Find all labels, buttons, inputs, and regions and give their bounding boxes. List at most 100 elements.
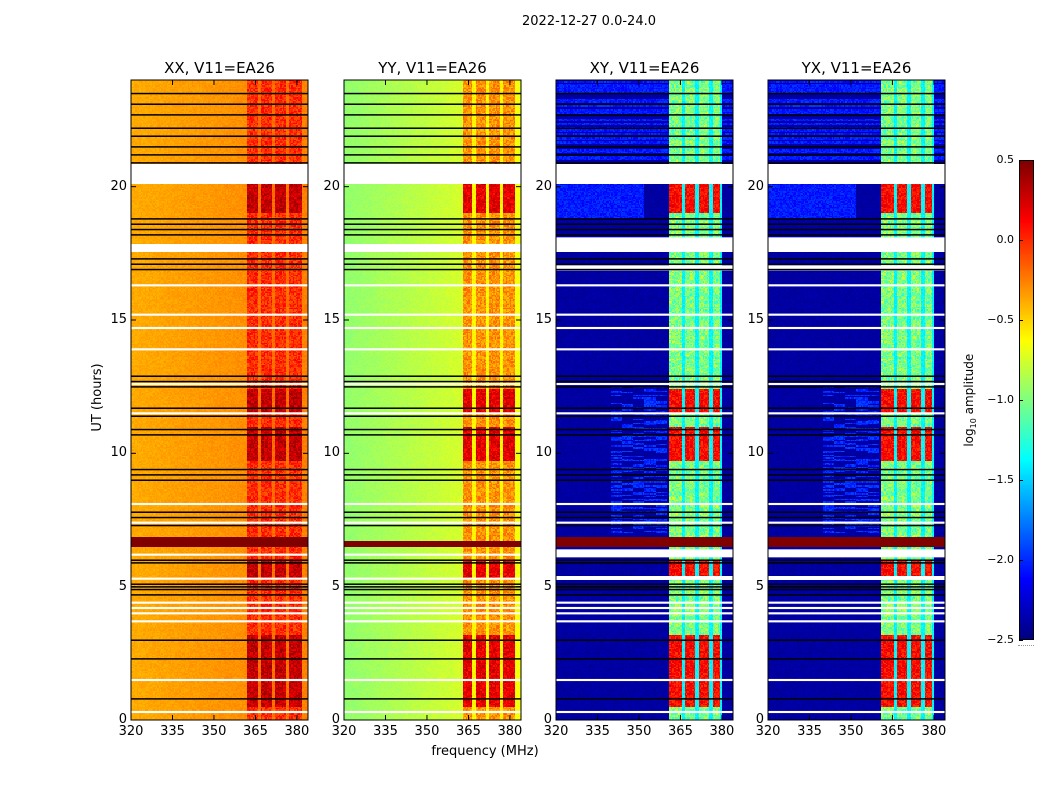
flag-line-black xyxy=(556,223,733,225)
flag-band-white xyxy=(556,549,733,558)
flag-band-white xyxy=(344,164,521,184)
colorbar-tick-mark xyxy=(1019,480,1023,481)
flag-line-white xyxy=(768,313,945,316)
flag-line-black xyxy=(131,639,308,641)
flag-line-black xyxy=(344,516,521,519)
flag-line-white xyxy=(344,326,521,330)
flag-line-black xyxy=(344,223,521,225)
flag-line-white xyxy=(131,326,308,330)
flag-line-white xyxy=(344,348,521,351)
y-tick-label: 20 xyxy=(110,178,127,194)
flag-line-black xyxy=(344,386,521,388)
flag-line-black xyxy=(768,583,945,585)
flag-line-white xyxy=(344,382,521,386)
flag-line-black xyxy=(344,639,521,641)
flag-line-white xyxy=(768,382,945,386)
flag-line-black xyxy=(556,562,733,564)
y-tick-label: 20 xyxy=(535,178,552,194)
colorbar-tick-label: 0.5 xyxy=(996,153,1015,166)
flag-line-white xyxy=(556,412,733,415)
flag-line-black xyxy=(768,92,945,95)
x-tick-label: 350 xyxy=(201,724,227,739)
flag-line-black xyxy=(131,658,308,660)
flag-line-white xyxy=(344,577,521,580)
flag-line-black xyxy=(768,127,945,129)
flag-band-white xyxy=(768,237,945,251)
flag-line-white xyxy=(131,502,308,506)
flag-line-white xyxy=(344,284,521,287)
flag-line-black xyxy=(768,516,945,519)
flag-line-black xyxy=(768,698,945,700)
flag-line-black xyxy=(556,588,733,591)
colorbar-tick-label: −1.0 xyxy=(987,393,1014,406)
flag-line-black xyxy=(131,586,308,588)
x-tick-label: 365 xyxy=(456,724,481,739)
flag-line-white xyxy=(131,382,308,386)
y-tick-label: 0 xyxy=(543,712,552,727)
flag-line-black xyxy=(556,658,733,660)
flag-line-white xyxy=(768,521,945,524)
flag-line-black xyxy=(344,380,521,383)
flag-line-black xyxy=(344,154,521,156)
flag-line-white xyxy=(131,612,308,615)
flag-line-white xyxy=(768,710,945,714)
colorbar-tick-mark xyxy=(1019,320,1023,321)
flag-line-white xyxy=(131,620,308,623)
flag-line-black xyxy=(131,258,308,260)
x-tick-label: 365 xyxy=(668,724,693,739)
y-tick-label: 5 xyxy=(331,578,340,594)
flag-line-black xyxy=(768,594,945,596)
flag-band-white xyxy=(556,265,733,271)
flag-line-black xyxy=(768,562,945,564)
flag-line-black xyxy=(556,234,733,236)
heatmap-panel-1 xyxy=(343,79,522,721)
flag-line-black xyxy=(131,474,308,476)
flag-line-black xyxy=(768,428,945,431)
flag-line-black xyxy=(344,103,521,105)
flag-line-black xyxy=(768,468,945,471)
flag-line-white xyxy=(344,553,521,556)
flag-line-white xyxy=(768,601,945,604)
flag-line-black xyxy=(344,218,521,220)
flag-line-white xyxy=(131,678,308,682)
flag-line-black xyxy=(344,162,521,164)
flag-line-black xyxy=(344,234,521,236)
flag-line-black xyxy=(131,588,308,591)
flag-line-black xyxy=(131,524,308,527)
flag-line-black xyxy=(556,386,733,388)
y-tick-label: 10 xyxy=(747,445,764,461)
flag-line-black xyxy=(131,92,308,95)
flag-line-black xyxy=(556,127,733,129)
flag-line-black xyxy=(556,468,733,471)
flag-line-white xyxy=(344,502,521,506)
y-tick-label: 0 xyxy=(331,712,340,727)
colorbar-tick-mark xyxy=(1019,240,1023,241)
panel-overlay xyxy=(343,79,522,721)
flag-line-black xyxy=(344,586,521,588)
flag-band-white xyxy=(556,576,733,580)
flag-line-white xyxy=(768,348,945,351)
flag-line-black xyxy=(131,146,308,148)
y-tick-label: 10 xyxy=(110,445,127,461)
flag-line-black xyxy=(768,162,945,164)
flag-line-white xyxy=(344,412,521,415)
flag-line-white xyxy=(344,606,521,610)
flag-line-black xyxy=(768,407,945,409)
flag-line-black xyxy=(768,263,945,265)
flag-line-black xyxy=(768,258,945,260)
flag-line-white xyxy=(556,326,733,330)
flag-line-white xyxy=(344,710,521,714)
flag-line-black xyxy=(768,268,945,271)
flag-line-white xyxy=(768,620,945,623)
flag-line-black xyxy=(131,223,308,225)
flag-line-white xyxy=(556,521,733,524)
flag-line-white xyxy=(556,348,733,351)
flag-line-white xyxy=(131,606,308,610)
x-tick-label: 365 xyxy=(880,724,905,739)
flag-line-black xyxy=(556,516,733,519)
flag-line-white xyxy=(556,313,733,316)
flag-line-black xyxy=(131,428,308,431)
flag-line-black xyxy=(768,154,945,156)
flag-line-black xyxy=(131,263,308,265)
panel-title: YX, V11=EA26 xyxy=(801,59,912,77)
